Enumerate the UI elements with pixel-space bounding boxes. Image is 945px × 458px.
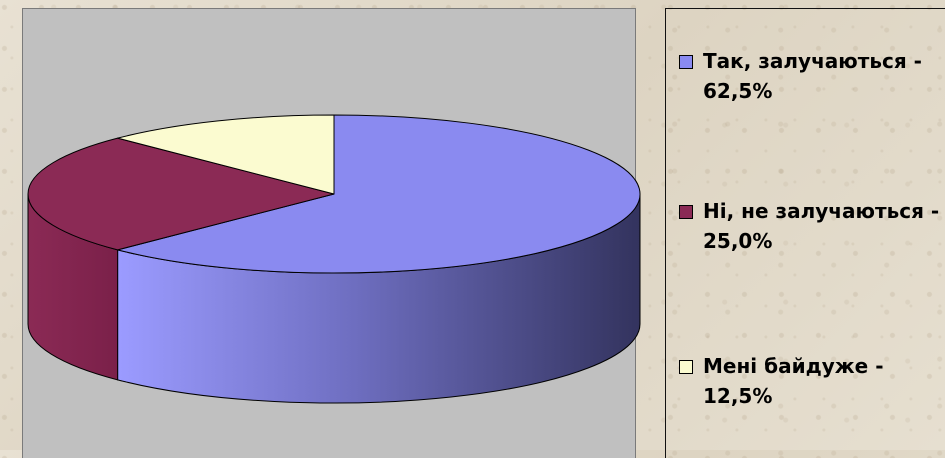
legend-item-indifferent: Мені байдуже - 12,5% — [679, 351, 945, 411]
pie-slice-yes — [117, 114, 641, 274]
legend-swatch-yes — [679, 55, 693, 69]
legend-label-yes: Так, залучаються - 62,5% — [703, 49, 922, 103]
legend-swatch-no — [679, 205, 693, 219]
pie-tops — [27, 114, 641, 274]
legend-label-no: Ні, не залучаються - 25,0% — [703, 199, 940, 253]
pie-slice-indifferent — [117, 114, 335, 195]
legend-item-yes: Так, залучаються - 62,5% — [679, 46, 945, 106]
legend-swatch-indifferent — [679, 360, 693, 374]
legend-label-indifferent: Мені байдуже - 12,5% — [703, 354, 884, 408]
legend — [665, 8, 945, 458]
legend-item-no: Ні, не залучаються - 25,0% — [679, 196, 945, 256]
pie-slice-no — [27, 137, 335, 251]
